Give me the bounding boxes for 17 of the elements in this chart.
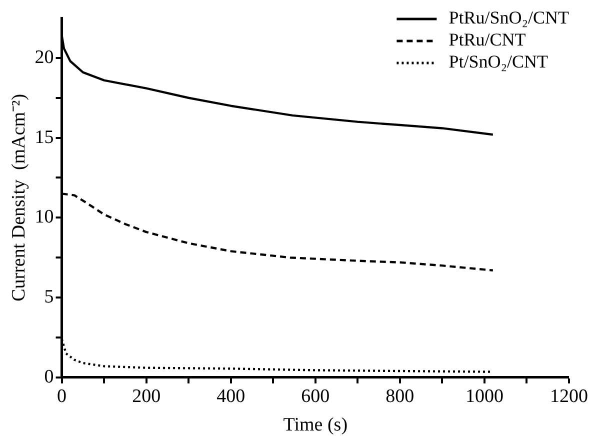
x-tick-label: 1200 xyxy=(550,386,588,407)
y-tick-label: 15 xyxy=(34,126,54,148)
y-tick-label: 5 xyxy=(44,286,54,308)
x-tick-label: 1000 xyxy=(465,386,504,407)
legend-label: PtRu/CNT xyxy=(448,30,526,50)
x-tick-label: 600 xyxy=(301,386,330,407)
legend-label: PtRu/SnO₂/CNT xyxy=(448,8,570,28)
x-axis-title: Time (s) xyxy=(283,414,348,436)
x-tick-label: 200 xyxy=(132,386,161,407)
y-tick-label: 10 xyxy=(34,206,54,228)
x-tick-label: 400 xyxy=(216,386,246,407)
y-axis-title: Current Density (mAcm⁻²) xyxy=(8,94,30,302)
legend-label: Pt/SnO₂/CNT xyxy=(448,52,548,72)
y-tick-label: 20 xyxy=(34,46,54,68)
x-tick-label: 800 xyxy=(386,386,414,407)
x-tick-label: 0 xyxy=(57,386,67,407)
y-tick-label: 0 xyxy=(44,366,54,388)
